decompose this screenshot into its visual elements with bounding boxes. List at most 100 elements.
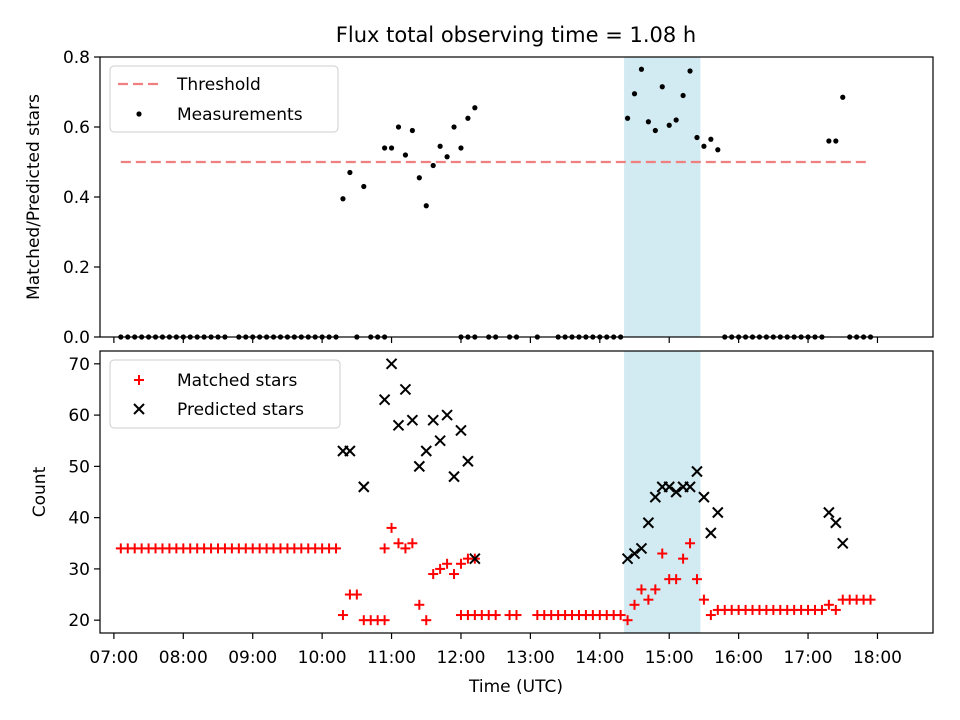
matched-star-point	[400, 543, 411, 554]
predicted-star-point	[378, 394, 391, 406]
measurement-point	[694, 134, 700, 141]
predicted-star-point	[684, 481, 696, 493]
matched-star-point	[685, 538, 696, 549]
matched-stars-points	[115, 522, 876, 626]
matched-star-point	[823, 599, 834, 610]
predicted-star-point	[427, 414, 439, 426]
y-tick-label: 0.0	[63, 328, 90, 348]
y-tick-label: 0.8	[63, 48, 90, 68]
predicted-star-point	[434, 435, 446, 447]
predicted-star-point	[420, 445, 432, 457]
predicted-star-point	[448, 470, 460, 483]
top-panel: Flux total observing time = 1.08 h 0.0 0.…	[24, 23, 934, 348]
measurement-point	[361, 183, 367, 190]
x-tick-label: 07:00	[89, 648, 138, 668]
predicted-star-point	[392, 419, 405, 432]
measurement-point	[347, 169, 353, 176]
measurement-point	[437, 143, 443, 149]
matched-star-point	[816, 604, 827, 615]
x-tick-label: 15:00	[645, 648, 694, 668]
x-tick-label: 09:00	[228, 648, 277, 668]
y-tick-label: 30	[68, 560, 90, 580]
predicted-star-point	[837, 537, 849, 549]
measurement-point	[340, 196, 346, 202]
predicted-star-point	[712, 506, 724, 519]
bottom-panel: 20 30 40 50 60 70 07:00 08:00 09:00 10:00 11:00 12…	[30, 350, 934, 697]
measurement-point	[416, 175, 422, 181]
bottom-y-axis-label: Count	[30, 466, 50, 517]
x-tick-label: 12:00	[436, 648, 485, 668]
predicted-star-point	[649, 491, 662, 503]
measurement-point	[715, 147, 721, 153]
measurement-point	[631, 91, 638, 97]
matched-star-point	[351, 589, 362, 600]
measurement-point	[645, 119, 651, 125]
measurement-point	[395, 124, 402, 130]
top-x-ticks	[113, 337, 879, 343]
matched-star-point	[428, 569, 439, 580]
measurement-point	[465, 115, 471, 121]
measurement-point	[701, 143, 707, 149]
measurement-point	[826, 138, 832, 144]
y-tick-label: 20	[68, 611, 90, 631]
bottom-legend: Matched stars Predicted stars	[109, 359, 341, 429]
matched-star-point	[421, 615, 432, 626]
bottom-x-ticks: 07:00 08:00 09:00 10:00 11:00 12:00 13:00 14:00…	[89, 633, 902, 668]
matched-star-point	[691, 574, 702, 585]
x-tick-label: 16:00	[714, 648, 763, 668]
chart-title: Flux total observing time = 1.08 h	[336, 23, 696, 47]
matched-star-point	[865, 594, 876, 605]
matched-star-point	[379, 543, 390, 554]
x-tick-label: 18:00	[853, 648, 902, 668]
measurement-point	[666, 122, 672, 128]
matched-star-point	[657, 548, 668, 559]
matched-star-point	[698, 594, 709, 605]
matched-star-point	[455, 558, 466, 569]
x-tick-label: 10:00	[298, 648, 347, 668]
matched-star-point	[407, 538, 418, 549]
matched-star-point	[386, 522, 397, 533]
predicted-star-point	[621, 552, 634, 565]
measurement-point	[659, 84, 665, 90]
matched-star-point	[414, 599, 425, 610]
measurement-point	[409, 127, 415, 134]
matched-star-point	[830, 604, 841, 615]
matched-star-point	[379, 615, 390, 626]
predicted-stars-points	[337, 358, 849, 565]
predicted-star-point	[406, 414, 419, 426]
y-tick-label: 50	[68, 457, 90, 477]
legend-matched-swatch	[134, 375, 144, 385]
measurement-point	[840, 94, 846, 100]
legend-predicted-swatch	[133, 403, 145, 415]
measurement-point	[833, 138, 839, 144]
y-tick-label: 0.6	[63, 118, 90, 138]
x-tick-label: 08:00	[159, 648, 208, 668]
measurement-point	[430, 162, 436, 169]
predicted-star-point	[705, 527, 717, 539]
measurement-point	[652, 127, 658, 134]
measurement-point	[472, 105, 478, 111]
matched-star-point	[490, 610, 501, 621]
y-tick-label: 40	[68, 509, 90, 529]
matched-star-point	[629, 599, 640, 610]
predicted-star-point	[670, 486, 682, 498]
matched-star-point	[678, 553, 689, 564]
predicted-star-point	[358, 481, 370, 493]
y-tick-label: 70	[68, 355, 90, 375]
measurement-point	[451, 124, 457, 130]
x-axis-label: Time (UTC)	[468, 677, 563, 697]
predicted-star-point	[413, 460, 426, 473]
matched-star-point	[449, 569, 460, 580]
matched-star-point	[671, 574, 682, 585]
matched-star-point	[511, 610, 522, 621]
predicted-star-point	[344, 445, 356, 457]
matched-star-point	[331, 543, 342, 554]
matched-star-point	[615, 610, 626, 621]
legend-threshold-label: Threshold	[176, 75, 261, 95]
x-tick-label: 17:00	[784, 648, 833, 668]
measurement-point	[638, 66, 645, 72]
matched-star-point	[393, 538, 404, 549]
predicted-star-point	[823, 506, 835, 519]
matched-star-point	[705, 610, 716, 621]
